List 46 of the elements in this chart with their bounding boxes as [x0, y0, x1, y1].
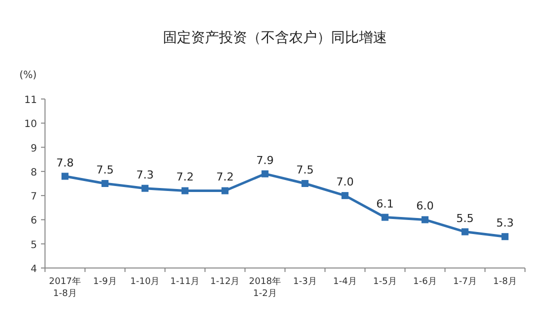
chart-title: 固定资产投资（不含农户）同比增速 [163, 30, 387, 46]
data-label: 7.2 [176, 170, 194, 184]
data-label: 7.3 [136, 168, 154, 182]
x-tick-label: 1-6月 [413, 277, 437, 287]
x-tick-label: 1-11月 [170, 277, 200, 287]
point [182, 187, 188, 194]
point [62, 172, 68, 180]
x-tick-label: 1-12月 [210, 277, 240, 287]
point [342, 192, 348, 200]
y-tick-label: 9 [30, 143, 37, 154]
x-tick-label: 2018年 1-2月 [249, 276, 281, 299]
point [222, 187, 228, 194]
y-tick-label: 6 [30, 216, 37, 227]
y-tick-label: 10 [24, 119, 37, 130]
x-tick-label: 1-7月 [453, 277, 477, 287]
point [262, 170, 268, 178]
y-axis-title: (%) [19, 70, 37, 81]
x-tick-label: 1-3月 [293, 277, 317, 287]
data-label: 7.9 [256, 154, 274, 167]
point [102, 180, 108, 187]
point [382, 214, 388, 221]
x-tick-label: 2017年 1-8月 [49, 276, 81, 299]
y-tick-label: 11 [24, 95, 37, 106]
x-tick-label: 1-8月 [493, 277, 517, 287]
data-label: 7.5 [96, 164, 114, 176]
data-label: 7.8 [56, 156, 74, 170]
point [302, 180, 308, 187]
data-label: 7.2 [216, 170, 234, 184]
x-tick-label: 1-5月 [373, 277, 397, 287]
x-tick-label: 1-10月 [130, 277, 160, 287]
data-label: 5.5 [456, 212, 474, 225]
x-tick-label: 1-9月 [93, 277, 117, 287]
point [502, 233, 508, 240]
data-label: 5.3 [496, 216, 514, 230]
x-tick-label: 1-4月 [333, 277, 357, 287]
data-label: 6.1 [376, 197, 394, 210]
point [142, 184, 148, 192]
point [422, 216, 428, 224]
data-label: 7.0 [336, 176, 354, 189]
y-tick-label: 4 [30, 264, 37, 275]
y-tick-label: 8 [30, 167, 37, 178]
data-label: 7.5 [296, 164, 314, 176]
point [462, 228, 468, 236]
y-tick-label: 7 [30, 192, 37, 203]
y-tick-label: 5 [30, 240, 37, 251]
data-label: 6.0 [416, 200, 434, 213]
